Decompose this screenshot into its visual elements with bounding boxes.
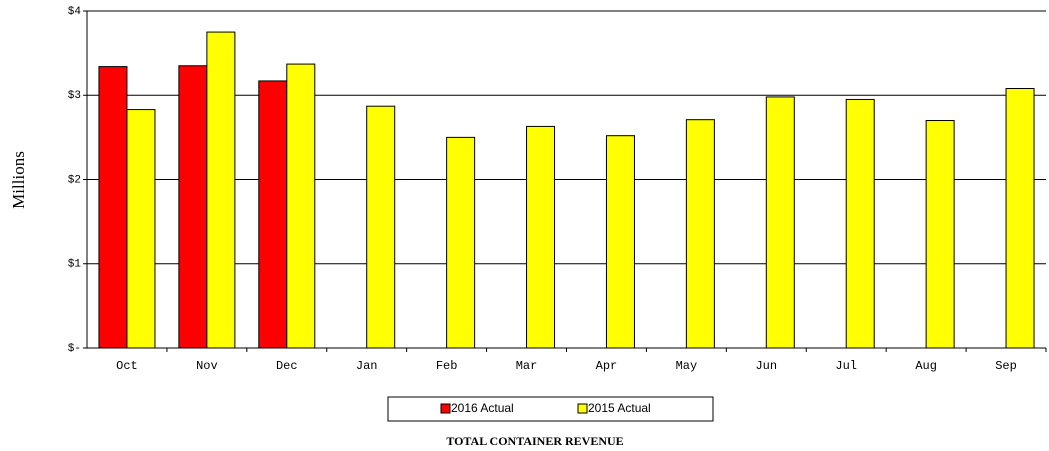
x-tick-label: Dec — [276, 359, 298, 373]
y-tick-label: $3 — [68, 90, 81, 102]
bar — [605, 135, 635, 349]
bar — [526, 125, 556, 349]
bar — [925, 120, 955, 349]
legend-swatch — [577, 403, 588, 414]
x-tick-label: Nov — [196, 359, 218, 373]
x-tick-label: Jun — [755, 359, 777, 373]
y-axis-label: Millions — [9, 151, 28, 209]
legend-swatch — [440, 403, 451, 414]
x-tick-label: Oct — [116, 359, 138, 373]
x-tick-label: Jul — [835, 359, 857, 373]
legend-label: 2016 Actual — [451, 401, 514, 415]
x-tick-label: Aug — [915, 359, 937, 373]
legend-box — [387, 396, 714, 422]
bar — [98, 66, 128, 349]
x-tick-label: Sep — [995, 359, 1017, 373]
bar — [178, 65, 208, 349]
x-tick-label: May — [676, 359, 698, 373]
legend-label: 2015 Actual — [588, 401, 651, 415]
y-tick-label: $- — [68, 343, 81, 355]
bar — [366, 105, 396, 349]
bar — [126, 109, 156, 349]
bar — [1005, 88, 1035, 349]
x-tick-label: Feb — [436, 359, 458, 373]
bar — [258, 80, 288, 349]
bar — [845, 98, 875, 349]
bar — [685, 119, 715, 349]
x-tick-label: Mar — [516, 359, 538, 373]
bar — [286, 63, 316, 349]
bar — [206, 31, 236, 349]
bar — [765, 96, 795, 349]
chart-title: TOTAL CONTAINER REVENUE — [446, 434, 623, 448]
y-tick-label: $4 — [68, 6, 82, 18]
y-tick-label: $2 — [68, 174, 81, 186]
y-tick-label: $1 — [68, 259, 82, 271]
x-tick-label: Apr — [596, 359, 618, 373]
bar — [446, 136, 476, 349]
x-tick-label: Jan — [356, 359, 378, 373]
